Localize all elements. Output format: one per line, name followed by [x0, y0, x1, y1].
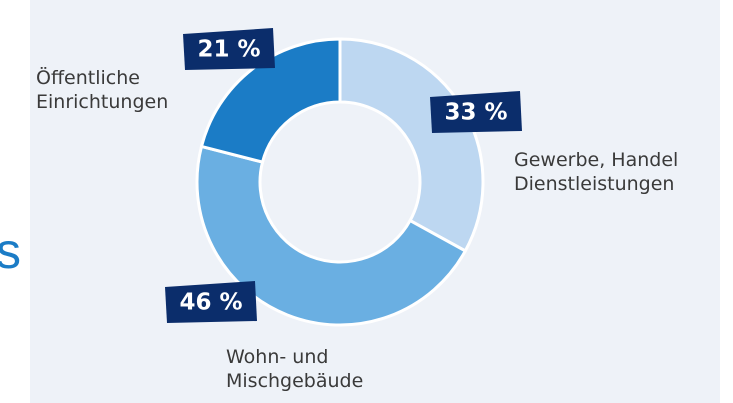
category-label: Gewerbe, Handel Dienstleistungen [514, 149, 679, 195]
category-label: Öffentliche Einrichtungen [36, 67, 169, 113]
value-label: 46 % [179, 290, 242, 316]
category-label: Wohn- und Mischgebäude [226, 346, 364, 392]
donut-segment [338, 37, 485, 253]
label-box [430, 91, 522, 133]
label-box [183, 28, 275, 70]
value-label: 33 % [444, 100, 507, 126]
label-box [165, 281, 257, 323]
value-label: 21 % [197, 37, 260, 63]
donut-segment [195, 144, 468, 327]
side-text: s [0, 223, 21, 279]
donut-segment [199, 37, 342, 164]
